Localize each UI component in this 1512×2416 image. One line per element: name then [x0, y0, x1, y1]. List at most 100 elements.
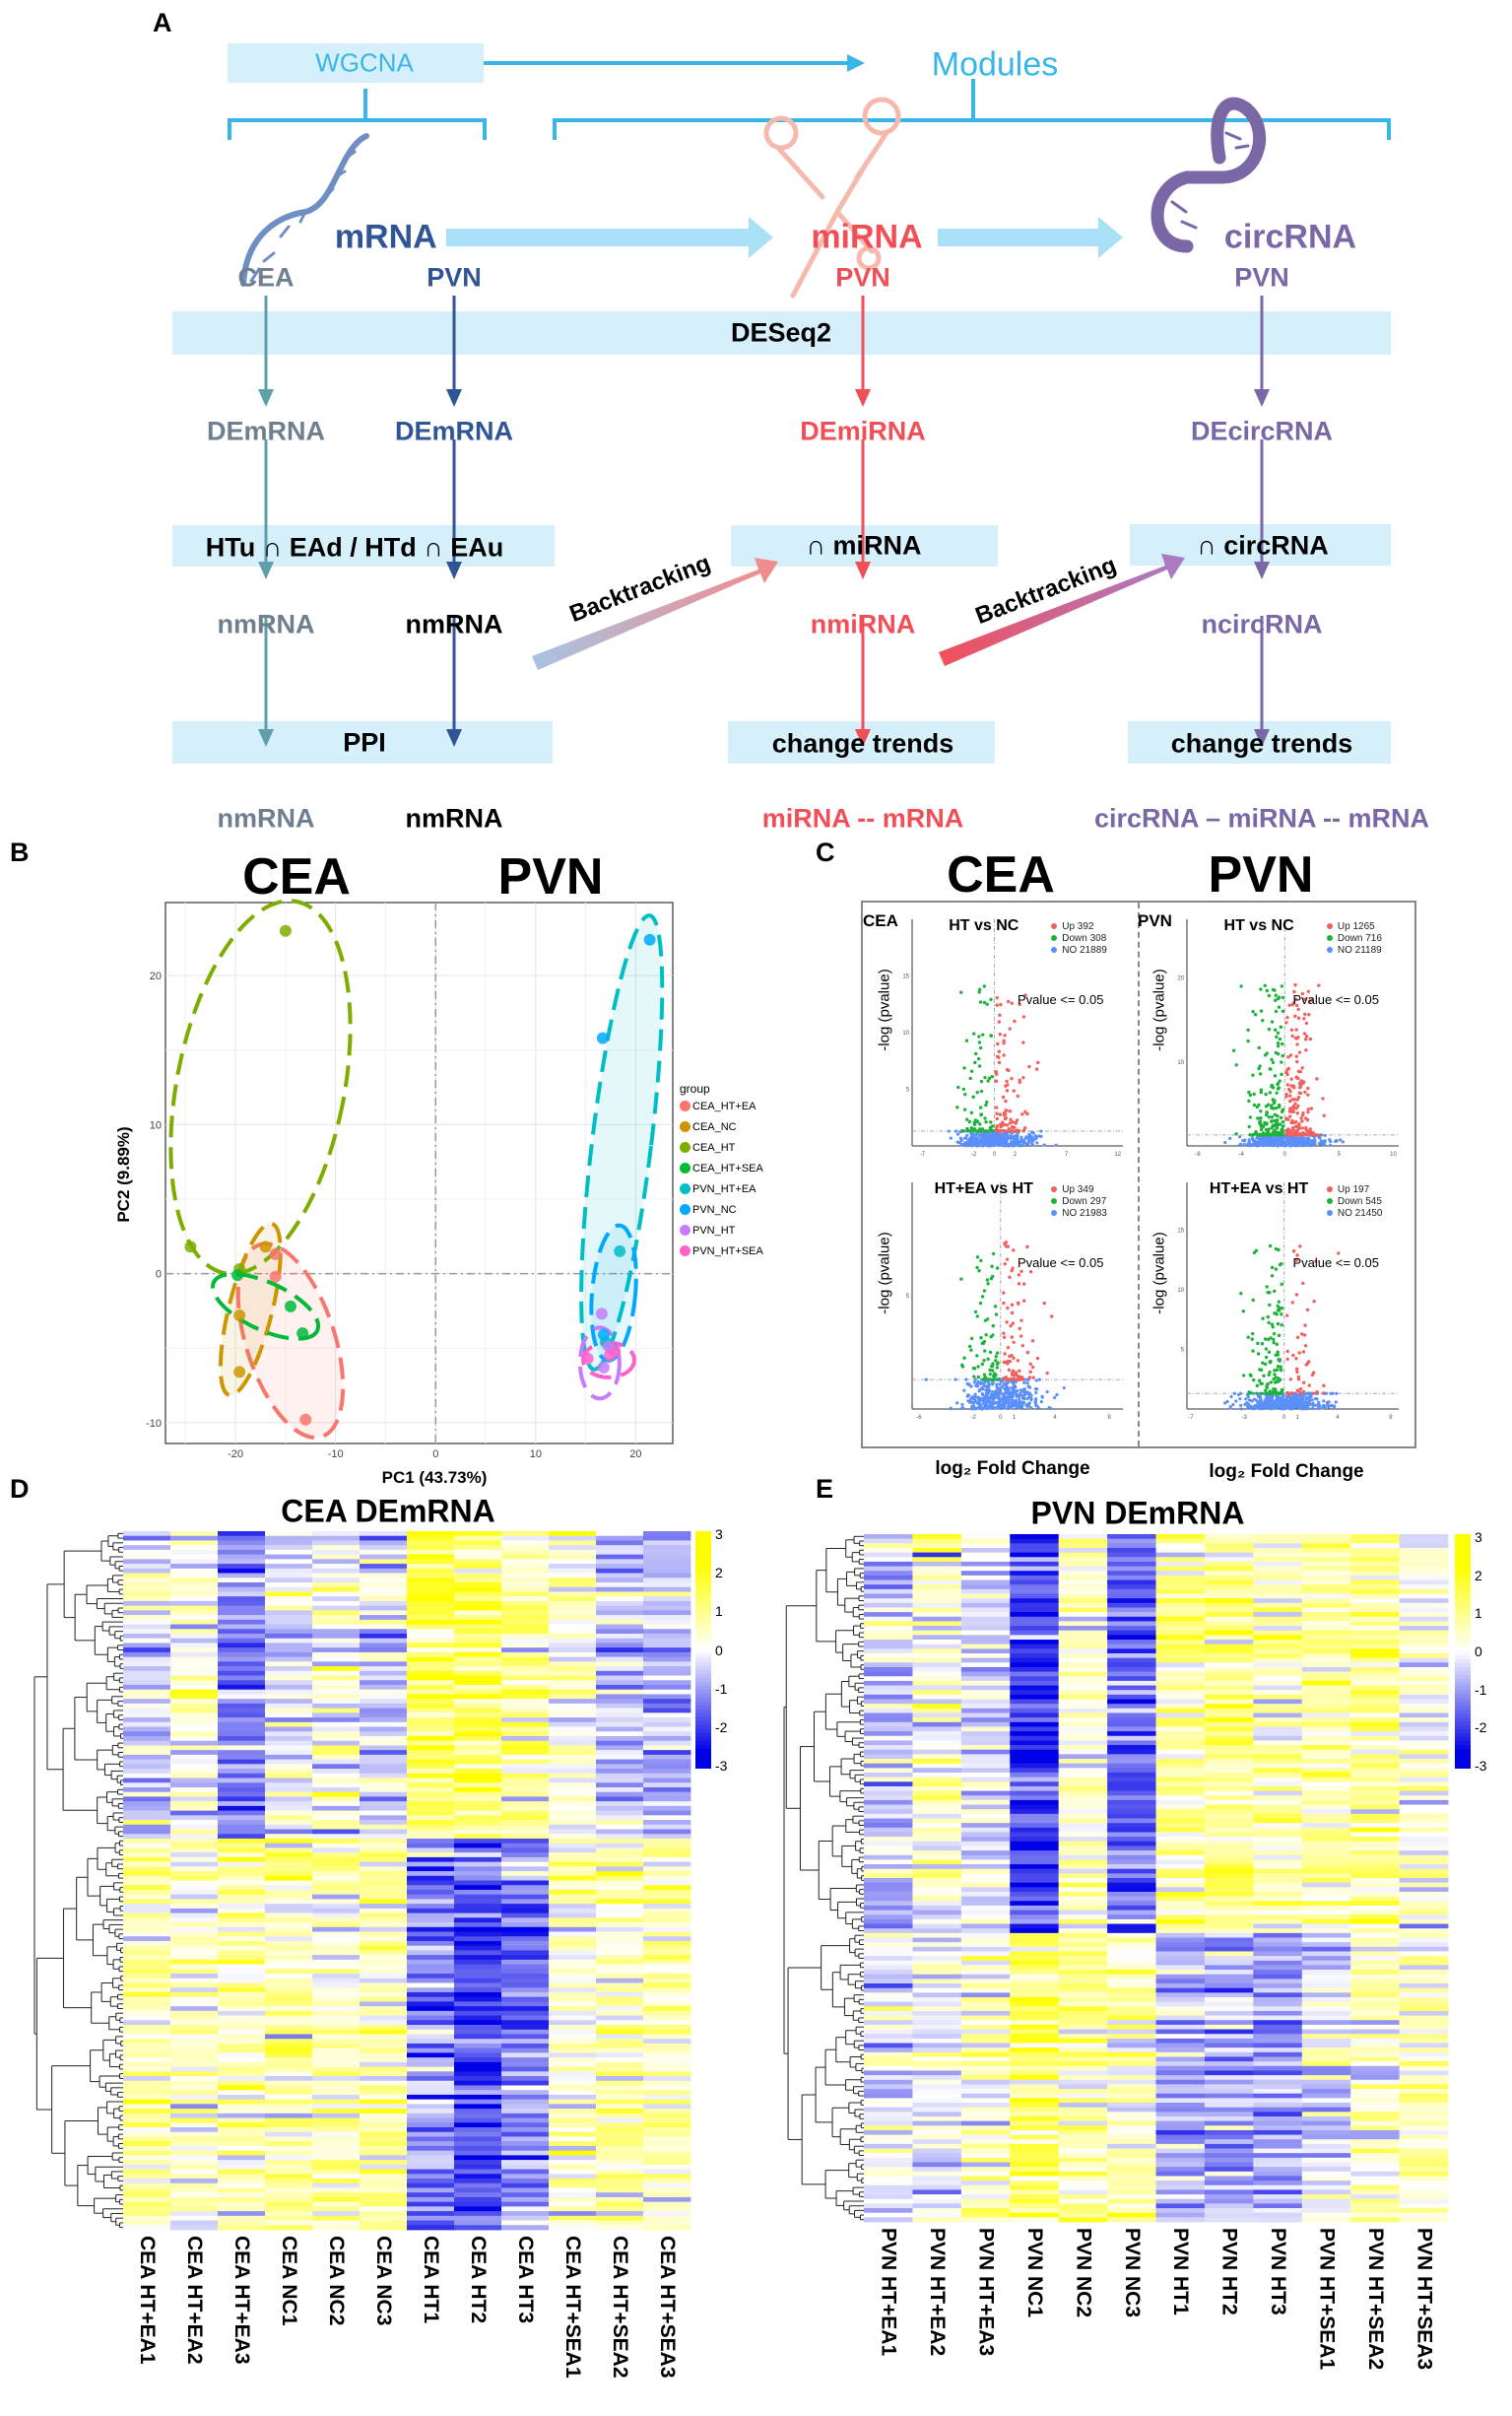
heatmap-cell [501, 1708, 550, 1713]
heatmap-cell [218, 1759, 266, 1765]
point-down [1259, 1009, 1264, 1013]
heatmap-cell [312, 1926, 361, 1932]
point-up [1308, 1127, 1312, 1131]
heatmap-cell [501, 1894, 550, 1900]
heatmap-cell [265, 1703, 313, 1710]
heatmap-cell [360, 2187, 408, 2193]
heatmap-cell [501, 2104, 550, 2110]
legend-label: CEA_HT+EA [692, 1100, 756, 1112]
point-up [1018, 1078, 1021, 1083]
heatmap-cell [170, 1773, 219, 1778]
heatmap-cell [123, 1987, 171, 1993]
heatmap-cell [643, 1861, 691, 1867]
heatmap-cell [170, 1535, 219, 1541]
heatmap-cell [549, 1647, 597, 1653]
point-up [1002, 1331, 1006, 1335]
heatmap-cell [265, 1735, 313, 1742]
heatmap-cell [549, 2025, 597, 2031]
heatmap-cell [596, 1605, 644, 1611]
point-up [1013, 1374, 1017, 1377]
heatmap-cell [407, 1735, 455, 1742]
heatmap-cell [265, 2150, 313, 2156]
heatmap-cell [218, 1945, 266, 1951]
point-up [1005, 1257, 1010, 1261]
point-down [1270, 1057, 1274, 1062]
heatmap-cell [643, 1931, 691, 1937]
heatmap-cell [501, 1651, 550, 1658]
heatmap-cell [360, 1670, 408, 1676]
heatmap-cell [123, 2196, 171, 2203]
point-up [1302, 1333, 1307, 1337]
point-no [999, 1142, 1004, 1146]
heatmap-cell [218, 2052, 266, 2058]
heatmap-cell [407, 1969, 455, 1975]
heatmap-cell [218, 2025, 266, 2031]
point-no [1002, 1382, 1006, 1386]
volcano-frame [861, 901, 1416, 1448]
point-up [999, 1002, 1003, 1007]
point-no [1022, 1387, 1026, 1391]
point-up [1285, 1349, 1289, 1354]
heatmap-cell [170, 1568, 219, 1574]
heatmap-cell [501, 1922, 550, 1928]
heatmap-cell [454, 2085, 502, 2091]
heatmap-cell [218, 1750, 266, 1756]
heatmap-cell [265, 1712, 313, 1718]
point-no [975, 1132, 979, 1136]
x-tick-label: -4 [1238, 1152, 1244, 1158]
panel-label-b: B [10, 838, 30, 867]
heatmap-cell [501, 2136, 550, 2142]
point-up [1006, 1345, 1011, 1350]
heatmap-cell [549, 2010, 597, 2016]
point-up [1002, 1122, 1007, 1127]
heatmap-cell [218, 1786, 266, 1793]
heatmap-cell [265, 1982, 313, 1988]
heatmap-cell [265, 1573, 313, 1578]
point-up [1302, 1017, 1306, 1021]
heatmap-cell [218, 1675, 266, 1681]
heatmap-cell [501, 1633, 550, 1640]
heatmap-cell [643, 2061, 691, 2067]
heatmap-cell [312, 1834, 361, 1840]
pca-title-pvn: PVN [497, 848, 604, 906]
point-down [1242, 1374, 1246, 1377]
heatmap-cell [123, 1791, 171, 1797]
legend-label: PVN_HT [692, 1224, 736, 1237]
heatmap-cell [265, 1680, 313, 1686]
legend-label: CEA_HT [692, 1141, 736, 1154]
heatmap-cell [218, 2080, 266, 2086]
heatmap-cell [312, 2052, 361, 2058]
point-up [1005, 1079, 1009, 1084]
point-down [1257, 1045, 1261, 1050]
heatmap-cell [549, 1745, 597, 1751]
heatmap-cell [123, 2141, 171, 2147]
heatmap-cell [407, 1731, 455, 1737]
point-down [988, 1350, 993, 1355]
heatmap-cell [407, 1982, 455, 1988]
heatmap-cell [549, 1964, 597, 1970]
heatmap-cell [454, 1773, 502, 1778]
heatmap-cell [454, 1568, 502, 1574]
heatmap-cell [501, 2113, 550, 2118]
heatmap-cell [170, 2192, 219, 2198]
heatmap-cell [501, 1796, 550, 1802]
heatmap-cell [218, 2076, 266, 2082]
point-no [1019, 1400, 1023, 1404]
point-down [993, 1305, 998, 1309]
point-no [1004, 1384, 1008, 1388]
heatmap-cell [549, 1945, 597, 1951]
heatmap-cell [360, 2052, 408, 2058]
heatmap-cell [123, 1786, 171, 1793]
point-up [1303, 1090, 1307, 1095]
heatmap-cell [643, 1564, 691, 1570]
point-up [1303, 1323, 1307, 1327]
heatmap-cell [218, 1596, 266, 1602]
point-no [1007, 1398, 1012, 1402]
heatmap-cell [549, 1796, 597, 1802]
point-up [1304, 1038, 1308, 1041]
point-down [1281, 995, 1285, 1000]
nmirna-label: nmiRNA [810, 609, 916, 639]
point-down [1246, 1028, 1250, 1033]
point-up [1014, 1371, 1019, 1375]
point-down [1252, 1103, 1257, 1107]
